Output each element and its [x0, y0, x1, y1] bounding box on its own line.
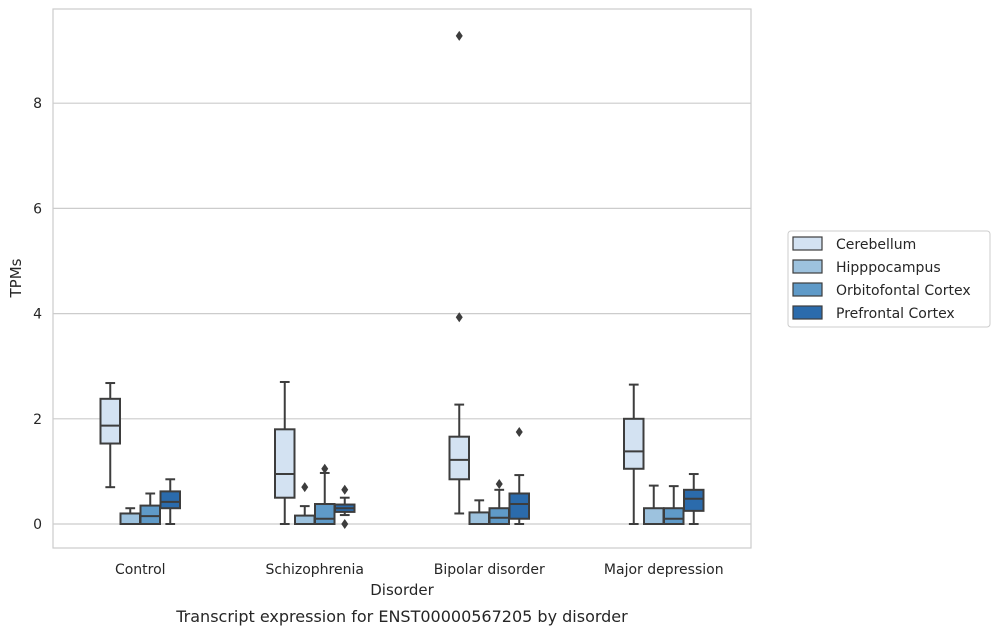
box-hipppocampus	[294, 482, 316, 525]
outlier-point	[301, 482, 309, 493]
box-prefrontal-cortex	[683, 473, 705, 525]
box-orbitofontal-cortex	[488, 479, 510, 526]
box-orbitofontal-cortex	[314, 463, 336, 525]
box-cerebellum	[99, 382, 121, 489]
box-iqr	[508, 492, 530, 520]
legend: Cerebellum Hipppocampus Orbitofontal Corte…	[787, 230, 991, 328]
box-prefrontal-cortex	[508, 426, 530, 525]
box-hipppocampus	[119, 507, 141, 525]
y-tick-label: 4	[33, 307, 42, 323]
legend-entry-label: Hipppocampus	[836, 260, 941, 276]
legend-swatch	[792, 236, 823, 251]
y-tick-label: 8	[33, 96, 42, 112]
x-tick-label: Schizophrenia	[266, 562, 364, 578]
box-iqr	[139, 504, 161, 525]
x-tick-label: Control	[115, 562, 166, 578]
box-iqr	[274, 428, 296, 499]
box-plot-series	[99, 30, 705, 529]
box-prefrontal-cortex	[159, 478, 181, 525]
legend-frame	[787, 230, 991, 328]
box-iqr	[488, 507, 510, 526]
box-hipppocampus	[468, 499, 490, 525]
plot-area-frame	[52, 8, 752, 549]
box-cerebellum	[623, 383, 645, 525]
legend-swatch	[792, 259, 823, 274]
legend-entry-label: Cerebellum	[836, 237, 916, 253]
legend-entry-label: Prefrontal Cortex	[836, 306, 955, 322]
y-tick-label: 2	[33, 412, 42, 428]
box-iqr	[294, 514, 316, 525]
box-orbitofontal-cortex	[663, 485, 685, 526]
outlier-point	[455, 30, 463, 41]
x-tick-label: Bipolar disorder	[434, 562, 545, 578]
box-iqr	[99, 397, 121, 445]
box-iqr	[683, 488, 705, 512]
y-axis-ticks: 0 2 4 6 8	[33, 96, 42, 533]
x-tick-label: Major depression	[604, 562, 724, 578]
box-iqr	[119, 512, 141, 525]
outlier-point	[495, 479, 503, 490]
outlier-point	[455, 312, 463, 323]
box-iqr	[314, 503, 336, 525]
y-tick-label: 0	[33, 517, 42, 533]
outlier-point	[341, 484, 349, 495]
chart-caption: Transcript expression for ENST0000056720…	[175, 607, 628, 626]
x-axis-label: Disorder	[370, 581, 434, 599]
box-cerebellum	[448, 30, 470, 515]
box-iqr	[159, 490, 181, 510]
box-iqr	[663, 507, 685, 526]
outlier-point	[515, 426, 523, 437]
box-iqr	[448, 435, 470, 481]
box-iqr	[468, 511, 490, 525]
x-axis-ticks: Control Schizophrenia Bipolar disorder Majo…	[115, 562, 724, 578]
box-iqr	[643, 507, 665, 526]
y-axis-label: TPMs	[7, 258, 25, 298]
legend-entry-label: Orbitofontal Cortex	[836, 283, 971, 299]
gridlines	[53, 102, 751, 525]
box-orbitofontal-cortex	[139, 492, 161, 525]
outlier-point	[341, 519, 349, 529]
y-tick-label: 6	[33, 201, 42, 217]
legend-swatch	[792, 282, 823, 297]
box-hipppocampus	[643, 484, 665, 526]
box-prefrontal-cortex	[334, 484, 356, 529]
legend-swatch	[792, 305, 823, 320]
box-cerebellum	[274, 380, 296, 525]
outlier-point	[321, 463, 329, 474]
box-iqr	[623, 417, 645, 470]
